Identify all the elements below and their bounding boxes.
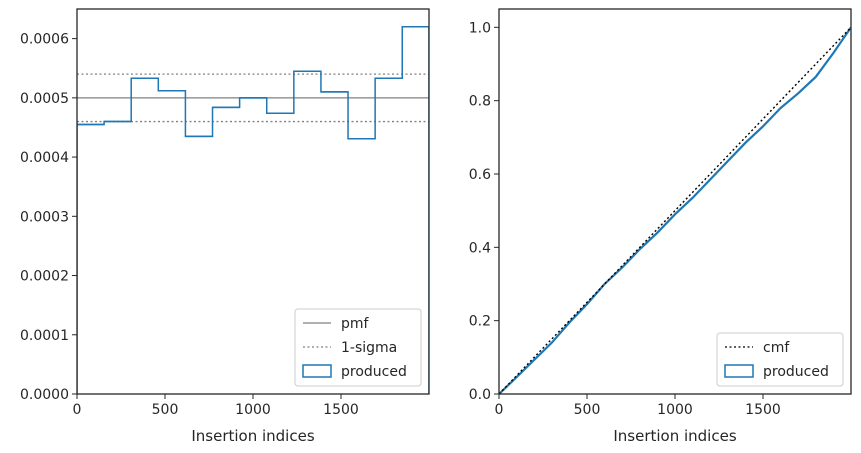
y-tick-label: 0.0006: [20, 32, 69, 48]
x-tick-label: 0: [495, 402, 504, 418]
x-axis-label: Insertion indices: [191, 427, 314, 445]
x-tick-label: 0: [73, 402, 82, 418]
legend-entry-produced: produced: [302, 364, 407, 380]
x-tick-label: 500: [574, 402, 601, 418]
x-tick-label: 1000: [657, 402, 693, 418]
y-tick-label: 0.0000: [20, 387, 69, 403]
legend-entry-pmf: pmf: [303, 316, 370, 332]
y-tick-label: 0.0: [469, 387, 491, 403]
legend-entry-cmf: cmf: [725, 340, 790, 356]
x-tick-label: 500: [152, 402, 179, 418]
legend-label: produced: [341, 364, 407, 380]
cmf-line: [499, 26, 851, 394]
legend-entry-1-sigma: 1-sigma: [303, 340, 397, 356]
legend-patch-swatch: [302, 364, 332, 378]
axes-frame: [76, 8, 430, 395]
y-tick-label: 1.0: [469, 20, 491, 36]
legend-label: pmf: [341, 316, 370, 332]
legend-label: produced: [763, 364, 829, 380]
y-tick-label: 0.2: [469, 314, 491, 330]
y-tick-label: 0.0005: [20, 91, 69, 107]
x-axis-label: Insertion indices: [613, 427, 736, 445]
histogram-panel: 0 500 1000 1500 0.0000 0.0001 0.0002 0.0003 0.00…: [20, 8, 430, 445]
y-tick-label: 0.0002: [20, 269, 69, 285]
legend-box: [716, 332, 844, 387]
x-tick-label: 1500: [745, 402, 781, 418]
legend-patch-swatch: [724, 364, 754, 378]
x-tick-label: 1000: [235, 402, 271, 418]
legend: pmf 1-sigma produced: [294, 308, 422, 387]
y-tick-label: 0.4: [469, 240, 491, 256]
y-tick-label: 0.6: [469, 167, 491, 183]
cmf-panel: 0 500 1000 1500 0.0 0.2 0.4 0.6 0.8 1.0 Insertion …: [469, 8, 852, 445]
legend: cmf produced: [716, 332, 844, 387]
legend-label: 1-sigma: [341, 340, 397, 356]
legend-entry-produced: produced: [724, 364, 829, 380]
x-tick-label: 1500: [323, 402, 359, 418]
y-tick-label: 0.0001: [20, 328, 69, 344]
legend-box: [294, 308, 422, 387]
legend-label: cmf: [763, 340, 790, 356]
y-tick-label: 0.8: [469, 94, 491, 110]
y-tick-label: 0.0004: [20, 150, 69, 166]
y-tick-label: 0.0003: [20, 209, 69, 225]
axes-frame: [498, 8, 852, 395]
plot-area: [77, 26, 429, 394]
